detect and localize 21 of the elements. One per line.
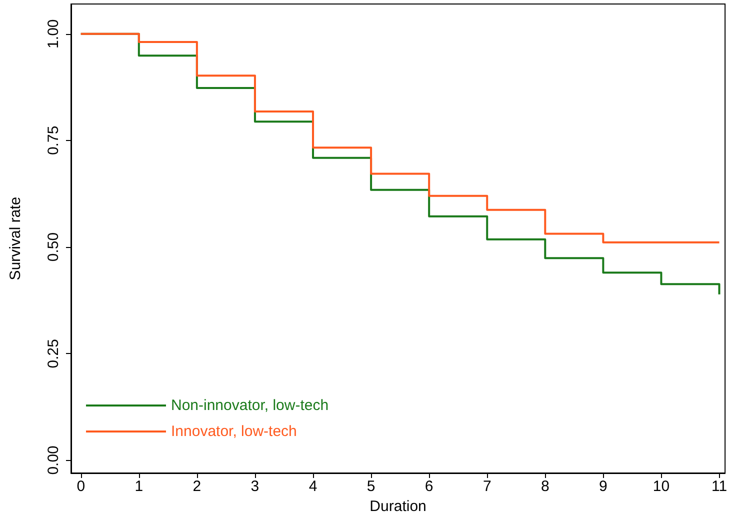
x-tick-label: 3: [250, 478, 260, 495]
x-tick-label: 7: [482, 478, 492, 495]
x-tick-label: 4: [308, 478, 318, 495]
text: Non-innovator, low-tech: [171, 397, 329, 414]
x-tick-label: 1: [134, 478, 144, 495]
x-tick-label: 6: [424, 478, 434, 495]
y-axis-title: Survival rate: [7, 196, 24, 280]
x-tick-label: 0: [76, 478, 86, 495]
y-tick-label: 0.75: [45, 126, 62, 156]
y-tick-label: 0.25: [45, 339, 62, 368]
y-tick-label: 0.00: [45, 446, 62, 475]
x-tick-label: 9: [599, 478, 608, 495]
x-tick-label: 5: [366, 478, 376, 495]
x-tick-label: 2: [192, 478, 202, 495]
text: Innovator, low-tech: [171, 423, 297, 440]
y-tick-label: 1.00: [45, 19, 62, 48]
x-tick-label: 11: [711, 478, 728, 495]
x-axis-title: Duration: [370, 498, 426, 515]
x-tick-label: 8: [540, 478, 550, 495]
x-tick-label: 10: [652, 478, 670, 495]
y-tick-label: 0.50: [45, 232, 62, 262]
